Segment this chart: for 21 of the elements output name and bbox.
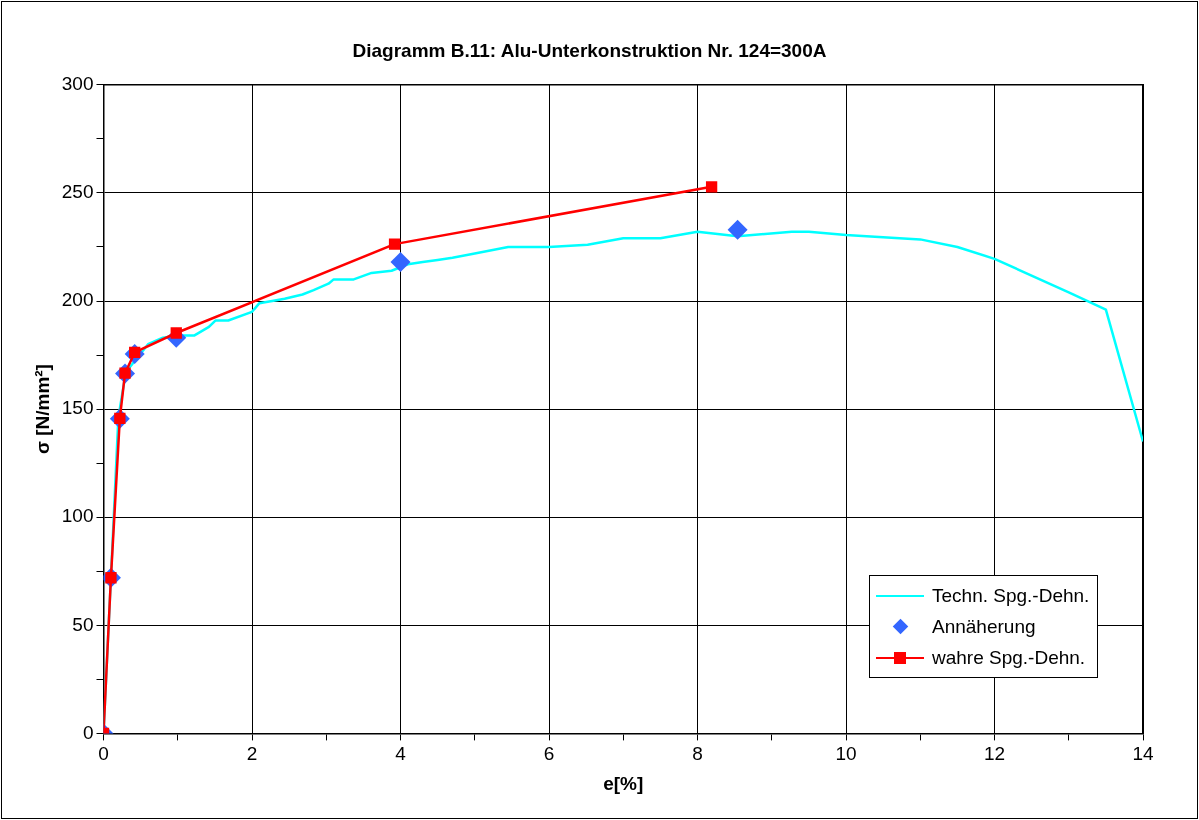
x-tick-label: 6 bbox=[543, 743, 555, 765]
x-tick-label: 4 bbox=[395, 743, 407, 765]
x-axis-title: e[%] bbox=[603, 772, 644, 794]
legend-label: Annäherung bbox=[932, 615, 1036, 638]
y-tick-label: 200 bbox=[61, 289, 94, 311]
chart-title: Diagramm B.11: Alu-Unterkonstruktion Nr. 124=300A bbox=[352, 39, 827, 61]
x-tick-label: 8 bbox=[692, 743, 703, 765]
y-tick-label: 150 bbox=[61, 397, 94, 419]
x-tick-label: 2 bbox=[246, 743, 258, 765]
y-tick-label: 100 bbox=[61, 505, 94, 527]
legend-label: wahre Spg.-Dehn. bbox=[932, 646, 1086, 669]
x-tick-label: 10 bbox=[835, 743, 857, 765]
x-tick-label: 14 bbox=[1132, 743, 1154, 765]
x-tick-label: 0 bbox=[98, 743, 109, 765]
y-tick-label: 0 bbox=[82, 721, 94, 743]
x-tick-label: 12 bbox=[983, 743, 1006, 765]
legend-label: Techn. Spg.-Dehn. bbox=[932, 584, 1090, 607]
y-axis-title: σ [N/mm²] bbox=[31, 364, 53, 455]
y-tick-label: 250 bbox=[61, 181, 94, 203]
y-tick-label: 50 bbox=[72, 613, 94, 635]
y-tick-label: 300 bbox=[61, 73, 94, 95]
